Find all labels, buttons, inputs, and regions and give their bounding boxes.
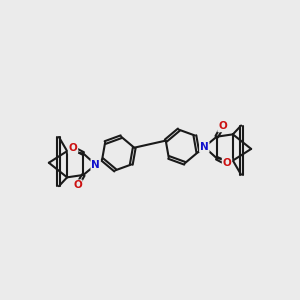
- Text: O: O: [223, 158, 231, 169]
- Text: N: N: [200, 142, 209, 152]
- Text: N: N: [91, 160, 100, 170]
- Text: O: O: [69, 143, 77, 153]
- Text: O: O: [218, 122, 227, 131]
- Text: O: O: [73, 180, 82, 190]
